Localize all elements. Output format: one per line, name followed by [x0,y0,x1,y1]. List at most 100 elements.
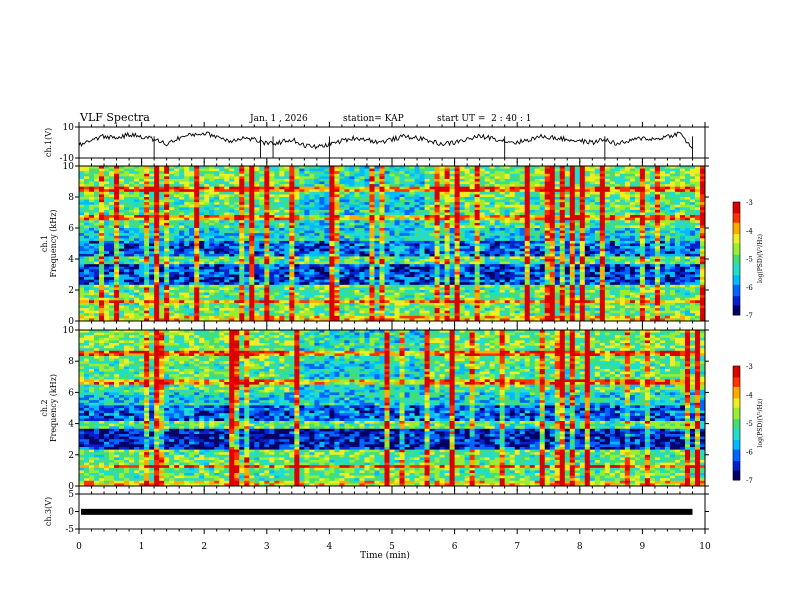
spec1-cell [79,266,85,270]
spec1-cell [284,266,290,270]
spec1-cell [639,194,646,198]
spec1-cell [564,233,571,237]
spec1-cell [659,173,666,177]
spec1-cell [629,209,636,213]
spec1-cell [334,220,340,224]
spec1-cell [549,243,556,247]
spec1-cell [304,171,310,175]
spec1-cell [589,259,596,262]
spec1-cell [129,230,135,234]
spec1-cell [654,212,661,216]
spec1-cell [84,266,90,270]
spec1-cell [414,246,420,250]
spec1-cell [659,228,666,231]
spec1-cell [544,251,551,255]
spec1-cell [169,178,175,182]
spec1-cell [274,240,280,244]
spec1-cell [504,251,511,255]
spec1-cell [694,189,701,193]
spec1-cell [699,212,706,216]
spec1-cell [94,251,100,255]
spec1-cell [259,181,265,185]
spec1-cell [154,246,160,250]
spec1-cell [224,266,230,270]
spec1-cell [679,220,686,224]
spec1-cell [669,168,676,172]
spec1-cell [634,238,641,242]
spec1-cell [484,248,491,252]
spec1-cell [519,171,526,175]
spec1-cell [589,176,596,180]
spec1-cell [89,184,95,188]
spec1-cell [299,233,305,237]
spec1-cell [659,225,666,229]
spec1-cell [499,212,506,216]
spec1-cell [499,240,506,244]
spec1-cell [539,184,546,188]
spec1-cell [134,266,140,270]
spec1-cell [664,217,671,221]
spec1-cell [284,178,290,182]
spec1-cell [649,246,656,250]
spec1-cell [154,184,160,188]
spec1-cell [604,197,611,200]
spec1-cell [254,199,260,203]
spec1-cell [514,197,521,200]
spec1-cell [604,194,611,198]
spec1-cell [499,166,506,169]
spec1-cell [224,243,230,247]
spec1-cell [439,240,445,244]
spec1-cell [194,189,200,193]
spec1-cell [169,176,175,180]
spec1-cell [124,246,130,250]
spec1-cell [349,176,355,180]
spec1-cell [139,228,145,231]
spec1-cell [139,240,145,244]
spec1-cell [659,222,666,226]
spec1-cell [129,168,135,172]
spec1-cell [594,220,601,224]
spec1-cell [314,256,320,260]
spec1-cell [394,215,400,219]
spec1-cell [439,181,445,185]
spec1-cell [399,264,405,268]
spec1-cell [199,253,205,257]
spec1-cell [309,251,315,255]
spec1-cell [664,225,671,229]
spec1-cell [494,194,501,198]
spec1-cell [519,204,526,208]
spec1-cell [499,207,506,211]
spec1-cell [294,238,300,242]
spec1-cell [284,207,290,211]
spec1-cell [599,181,606,185]
spec1-cell [409,235,415,239]
spec1-cell [484,243,491,247]
spec1-cell [389,230,395,234]
spec1-cell [399,197,405,200]
spec1-cell [414,266,420,270]
spec1-cell [589,233,596,237]
spec1-cell [574,181,581,185]
spec1-cell [464,178,471,182]
spec1-cell [139,256,145,260]
spec1-cell [244,189,250,193]
spec1-cell [434,171,440,175]
spec1-cell [109,240,115,244]
spec1-cell [109,243,115,247]
spec1-cell [199,204,205,208]
spec1-cell [354,256,360,260]
spec1-cell [144,238,150,242]
spec1-cell [284,225,290,229]
spec1-cell [179,246,185,250]
spec1-cell [654,194,661,198]
spec1-cell [329,230,335,234]
spec1-cell [254,266,260,270]
spec1-cell [284,168,290,172]
spec1-cell [564,256,571,260]
spec1-cell [534,259,541,262]
spec1-cell [424,222,430,226]
spec1-cell [164,176,170,180]
spec1-cell [334,259,340,262]
spec1-cell [264,266,270,270]
spec1-cell [199,199,205,203]
